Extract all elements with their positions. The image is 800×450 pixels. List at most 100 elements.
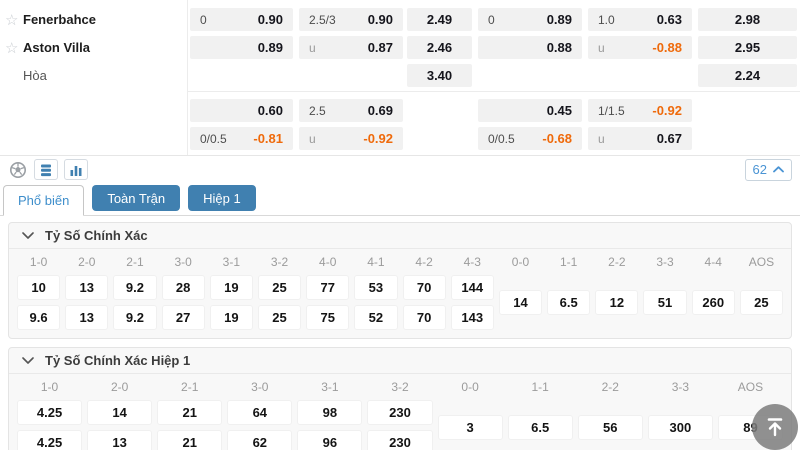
single-odds-wrap: 260 (691, 275, 735, 330)
score-odds-cell[interactable]: 230 (367, 400, 433, 425)
score-odds-cell[interactable]: 3 (437, 415, 503, 440)
score-odds-cell[interactable]: 19 (209, 305, 253, 330)
odds-value: 0.89 (546, 12, 572, 27)
odds-cell[interactable]: u 0.87 (299, 36, 403, 59)
soccer-ball-icon[interactable] (8, 160, 28, 180)
score-label: 3-2 (391, 380, 409, 394)
odds-cell[interactable]: u -0.88 (588, 36, 692, 59)
score-label: 3-3 (656, 255, 674, 269)
star-favorite-icon[interactable]: ☆ (5, 11, 19, 29)
tab-toan-tran[interactable]: Toàn Trận (92, 185, 181, 211)
odds-board-icon[interactable] (34, 159, 58, 180)
score-odds-cell[interactable]: 62 (227, 430, 293, 450)
score-label: 3-1 (321, 380, 339, 394)
score-odds-cell[interactable]: 77 (306, 275, 350, 300)
score-odds-cell[interactable]: 13 (65, 305, 109, 330)
score-odds-cell[interactable]: 27 (161, 305, 205, 330)
score-odds-cell[interactable]: 52 (354, 305, 398, 330)
score-odds-cell[interactable]: 10 (17, 275, 61, 300)
odds-cell[interactable]: 2.46 (407, 36, 472, 59)
odds-cell[interactable]: u 0.67 (588, 127, 692, 150)
odds-cell[interactable]: 2.5 0.69 (299, 99, 403, 122)
score-odds-cell[interactable]: 14 (87, 400, 153, 425)
score-odds-cell[interactable]: 21 (157, 430, 223, 450)
odds-cell[interactable]: 0/0.5 -0.68 (478, 127, 582, 150)
score-odds-cell[interactable]: 70 (402, 305, 446, 330)
score-odds-cell[interactable]: 53 (354, 275, 398, 300)
scroll-to-top-button[interactable] (752, 404, 798, 450)
odds-cell[interactable]: 1/1.5 -0.92 (588, 99, 692, 122)
handicap-label: u (598, 40, 605, 55)
correct-score-half-panel: Tỷ Số Chính Xác Hiệp 1 1-0 4.25 4.25 2-0 14 1… (8, 347, 792, 450)
score-odds-cell[interactable]: 6.5 (507, 415, 573, 440)
score-odds-cell[interactable]: 9.6 (17, 305, 61, 330)
row-divider (187, 91, 800, 92)
score-odds-cell[interactable]: 51 (643, 290, 687, 315)
score-odds-cell[interactable]: 75 (306, 305, 350, 330)
score-odds-cell[interactable]: 4.25 (17, 430, 83, 450)
odds-value: 3.40 (426, 68, 453, 83)
chevron-down-icon[interactable] (22, 232, 34, 239)
odds-cell[interactable]: 3.40 (407, 64, 472, 87)
score-odds-cell[interactable]: 96 (297, 430, 363, 450)
handicap-label: u (309, 131, 316, 146)
score-odds-cell[interactable]: 19 (209, 275, 253, 300)
score-odds-cell[interactable]: 56 (577, 415, 643, 440)
score-odds-cell[interactable]: 143 (450, 305, 494, 330)
score-label: 0-0 (461, 380, 479, 394)
odds-cell[interactable]: u -0.92 (299, 127, 403, 150)
score-odds-cell[interactable]: 9.2 (113, 275, 157, 300)
score-odds-cell[interactable]: 25 (257, 275, 302, 300)
score-label: 2-2 (608, 255, 626, 269)
odds-cell[interactable]: 0/0.5 -0.81 (190, 127, 293, 150)
odds-cell[interactable]: 2.95 (698, 36, 797, 59)
score-odds-cell[interactable]: 260 (691, 290, 735, 315)
score-label: AOS (737, 380, 764, 394)
star-favorite-icon[interactable]: ☆ (5, 39, 19, 57)
score-odds-cell[interactable]: 4.25 (17, 400, 83, 425)
score-odds-cell[interactable]: 70 (402, 275, 446, 300)
odds-cell[interactable]: 0.88 (478, 36, 582, 59)
tab-hiep-1[interactable]: Hiệp 1 (188, 185, 256, 211)
score-odds-cell[interactable]: 12 (595, 290, 639, 315)
odds-cell[interactable]: 2.49 (407, 8, 472, 31)
odds-value: 2.98 (734, 12, 761, 27)
tab-pho-bien[interactable]: Phổ biến (3, 185, 85, 216)
odds-cell[interactable]: 2.98 (698, 8, 797, 31)
odds-cell[interactable]: 2.24 (698, 64, 797, 87)
odds-cell[interactable]: 1.0 0.63 (588, 8, 692, 31)
score-odds-cell[interactable]: 21 (157, 400, 223, 425)
score-odds-cell[interactable]: 144 (450, 275, 494, 300)
odds-cell[interactable]: 2.5/3 0.90 (299, 8, 403, 31)
odds-cell[interactable]: 0 0.89 (478, 8, 582, 31)
odds-value: 0.45 (546, 103, 572, 118)
score-odds-cell[interactable]: 13 (87, 430, 153, 450)
chevron-down-icon[interactable] (22, 357, 34, 364)
panel-header: Tỷ Số Chính Xác Hiệp 1 (9, 348, 791, 374)
markets-count-toggle[interactable]: 62 (744, 158, 792, 181)
score-column: 4-1 53 52 (354, 255, 398, 330)
score-odds-cell[interactable]: 14 (498, 290, 543, 315)
score-odds-cell[interactable]: 230 (367, 430, 433, 450)
single-odds-wrap: 25 (739, 275, 783, 330)
odds-cell[interactable]: 0 0.90 (190, 8, 293, 31)
score-odds-cell[interactable]: 9.2 (113, 305, 157, 330)
score-label: 3-0 (251, 380, 269, 394)
score-odds-cell[interactable]: 98 (297, 400, 363, 425)
score-odds-cell[interactable]: 6.5 (547, 290, 591, 315)
tab-bar: Phổ biến Toàn Trận Hiệp 1 (0, 183, 800, 216)
score-label: AOS (748, 255, 775, 269)
odds-cell[interactable]: 0.89 (190, 36, 293, 59)
score-odds-cell[interactable]: 300 (647, 415, 713, 440)
odds-cell[interactable]: 0.45 (478, 99, 582, 122)
odds-value: 0.90 (257, 12, 283, 27)
score-odds-cell[interactable]: 64 (227, 400, 293, 425)
score-odds-cell[interactable]: 28 (161, 275, 205, 300)
odds-table: ☆ Fenerbahce 0 0.90 2.5/3 0.90 2.49 0 0.89 1.0 0.6… (0, 0, 800, 156)
bar-chart-icon[interactable] (64, 159, 88, 180)
score-odds-cell[interactable]: 13 (65, 275, 109, 300)
odds-cell[interactable]: 0.60 (190, 99, 293, 122)
score-odds-cell[interactable]: 25 (257, 305, 302, 330)
chevron-up-icon (773, 166, 784, 173)
score-odds-cell[interactable]: 25 (739, 290, 783, 315)
